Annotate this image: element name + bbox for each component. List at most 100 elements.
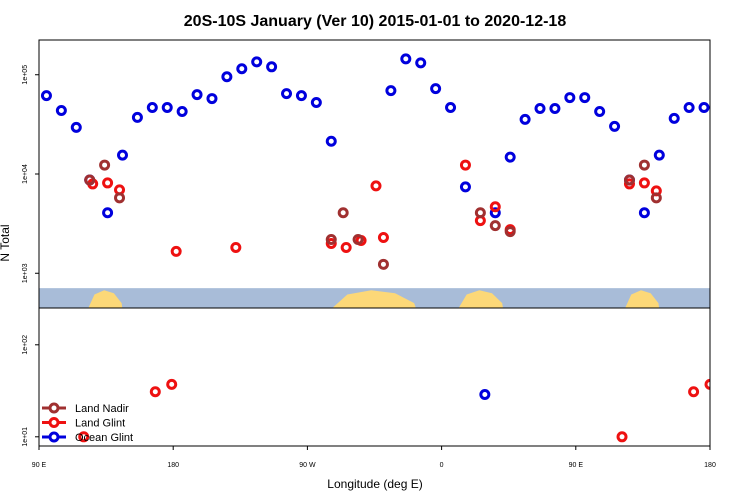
land-glint-bottom-point-0 xyxy=(78,431,90,443)
land-glint-top-point-8 xyxy=(370,180,382,192)
bottom-y-tick-label-0: 1e+01 xyxy=(22,427,29,447)
ocean-glint-top-point-38 xyxy=(668,112,680,124)
land-glint-top-point-5 xyxy=(325,237,337,249)
ocean-glint-top-point-25 xyxy=(459,181,471,193)
land-nadir-top-point-2 xyxy=(114,192,126,204)
ocean-glint-bottom-point-0 xyxy=(479,388,491,400)
ocean-glint-top-point-11 xyxy=(206,93,218,105)
ocean-glint-top-point-18 xyxy=(310,97,322,109)
bottom-panel-points xyxy=(78,378,710,443)
ocean-glint-top-point-37 xyxy=(653,149,665,161)
x-tick-label-3: 0 xyxy=(440,462,444,469)
legend-label-land-glint: Land Glint xyxy=(75,418,125,430)
ocean-glint-top-point-5 xyxy=(117,149,129,161)
land-nadir-top-point-11 xyxy=(638,159,650,171)
land-nadir-top-point-5 xyxy=(352,234,364,246)
ocean-glint-top-point-28 xyxy=(519,113,531,125)
ocean-glint-top-point-20 xyxy=(385,85,397,97)
map-land-3 xyxy=(625,290,660,308)
x-tick-label-0: 90 E xyxy=(32,462,47,469)
ocean-glint-top-point-40 xyxy=(698,101,710,113)
land-nadir-top-point-4 xyxy=(337,207,349,219)
legend-marker-land-nadir xyxy=(48,402,60,414)
land-glint-top-point-4 xyxy=(230,241,242,253)
ocean-glint-top-point-26 xyxy=(489,207,501,219)
legend-label-ocean-glint: Ocean Glint xyxy=(75,432,133,444)
land-nadir-top-point-9 xyxy=(504,226,516,238)
x-tick-label-4: 90 E xyxy=(569,462,584,469)
land-glint-bottom-point-3 xyxy=(616,431,628,443)
ocean-glint-top-point-6 xyxy=(131,111,143,123)
ocean-glint-top-point-0 xyxy=(40,90,52,102)
ocean-glint-top-point-31 xyxy=(564,92,576,104)
x-tick-label-1: 180 xyxy=(167,462,179,469)
map-land-2 xyxy=(458,290,504,308)
land-nadir-top-point-0 xyxy=(84,174,96,186)
ocean-glint-top-point-33 xyxy=(594,105,606,117)
ocean-glint-top-point-21 xyxy=(400,53,412,65)
ocean-glint-top-point-2 xyxy=(70,121,82,133)
ocean-glint-top-point-23 xyxy=(430,83,442,95)
land-nadir-top-point-8 xyxy=(489,220,501,232)
bottom-y-tick-label-1: 1e+02 xyxy=(22,335,29,355)
x-axis-label: Longitude (deg E) xyxy=(327,477,422,491)
ocean-glint-top-point-16 xyxy=(281,88,293,100)
ocean-glint-top-point-24 xyxy=(445,101,457,113)
ocean-glint-top-point-22 xyxy=(415,57,427,69)
land-nadir-top-point-6 xyxy=(377,258,389,270)
land-nadir-top-point-7 xyxy=(474,207,486,219)
legend-marker-ocean-glint xyxy=(48,431,60,443)
ocean-glint-top-point-32 xyxy=(579,92,591,104)
legend: Land Nadir Land Glint Ocean Glint xyxy=(42,402,133,444)
land-glint-bottom-point-4 xyxy=(688,386,700,398)
ocean-glint-top-point-17 xyxy=(295,90,307,102)
ocean-glint-top-point-7 xyxy=(146,101,158,113)
land-nadir-top-point-10 xyxy=(623,174,635,186)
land-glint-top-point-1 xyxy=(102,177,114,189)
land-glint-top-point-12 xyxy=(489,201,501,213)
ocean-glint-top-point-36 xyxy=(638,207,650,219)
chart-title: 20S-10S January (Ver 10) 2015-01-01 to 2… xyxy=(184,13,567,30)
ocean-glint-top-point-4 xyxy=(102,207,114,219)
map-land-0 xyxy=(88,290,123,308)
land-glint-top-point-6 xyxy=(340,241,352,253)
ocean-glint-top-point-9 xyxy=(176,105,188,117)
land-nadir-top-point-3 xyxy=(325,234,337,246)
ocean-glint-top-point-34 xyxy=(609,120,621,132)
x-tick-label-2: 90 W xyxy=(299,462,316,469)
land-glint-top-point-3 xyxy=(170,245,182,257)
land-nadir-top-point-12 xyxy=(650,192,662,204)
world-map-band xyxy=(39,288,710,308)
ocean-glint-top-point-15 xyxy=(266,61,278,73)
ocean-glint-top-point-13 xyxy=(236,63,248,75)
land-glint-top-point-15 xyxy=(638,177,650,189)
x-tick-label-5: 180 xyxy=(704,462,716,469)
ocean-glint-top-point-12 xyxy=(221,71,233,83)
legend-marker-land-glint xyxy=(48,417,60,428)
land-glint-top-point-10 xyxy=(459,159,471,171)
land-glint-bottom-point-1 xyxy=(149,386,161,398)
ocean-glint-top-point-39 xyxy=(683,101,695,113)
top-panel-points xyxy=(40,53,710,270)
map-land-1 xyxy=(332,290,416,308)
axes: 90 E 180 90 W 0 90 E 180 1e+03 1e+04 1e+05 1e+01 1… xyxy=(22,65,716,469)
land-nadir-top-point-1 xyxy=(99,159,111,171)
top-y-tick-label-1: 1e+04 xyxy=(22,164,29,184)
legend-label-land-nadir: Land Nadir xyxy=(75,403,129,415)
top-panel-frame xyxy=(38,39,711,309)
land-glint-top-point-14 xyxy=(623,178,635,190)
y-axis-label: N Total xyxy=(0,224,12,261)
ocean-glint-top-point-19 xyxy=(325,135,337,147)
ocean-glint-top-point-10 xyxy=(191,89,203,101)
land-glint-top-point-9 xyxy=(377,232,389,244)
land-glint-bottom-point-5 xyxy=(704,378,710,390)
land-glint-bottom-point-2 xyxy=(166,378,178,390)
ocean-glint-top-point-27 xyxy=(504,151,516,163)
ocean-glint-top-point-14 xyxy=(251,56,263,68)
ocean-glint-top-point-30 xyxy=(549,102,561,114)
ocean-glint-top-point-1 xyxy=(55,104,67,116)
ocean-glint-top-point-8 xyxy=(161,101,173,113)
ocean-glint-top-point-29 xyxy=(534,102,546,114)
bottom-panel-frame xyxy=(38,307,711,447)
